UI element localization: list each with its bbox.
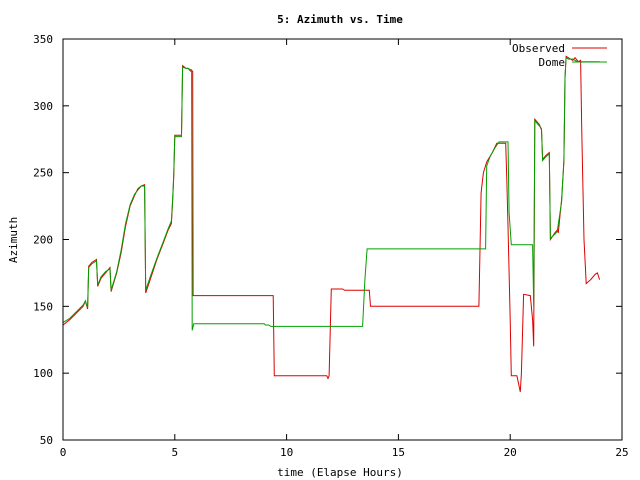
x-tick-label: 10 (280, 446, 293, 459)
plot-frame (62, 38, 623, 441)
x-tick-label: 0 (60, 446, 67, 459)
legend-label-observed: Observed (512, 42, 565, 55)
y-tick-label: 300 (33, 100, 53, 113)
x-tick-label: 20 (504, 446, 517, 459)
x-tick-label: 25 (615, 446, 628, 459)
chart-title: 5: Azimuth vs. Time (277, 13, 403, 26)
y-tick-label: 200 (33, 234, 53, 247)
legend-label-dome: Dome (539, 56, 566, 69)
x-axis: 0 5 10 15 20 25 (60, 39, 629, 459)
y-axis: 50 100 150 200 250 300 350 (33, 33, 622, 447)
legend: Observed Dome (512, 42, 607, 69)
x-tick-label: 5 (171, 446, 178, 459)
plot-area (62, 55, 601, 393)
y-axis-label: Azimuth (7, 217, 20, 263)
x-axis-label: time (Elapse Hours) (277, 466, 403, 479)
y-tick-label: 100 (33, 367, 53, 380)
series-line-observed (62, 55, 601, 393)
series-line-dome (62, 56, 600, 331)
y-tick-label: 350 (33, 33, 53, 46)
y-tick-label: 50 (40, 434, 53, 447)
y-tick-label: 150 (33, 300, 53, 313)
x-tick-label: 15 (392, 446, 405, 459)
y-tick-label: 250 (33, 167, 53, 180)
